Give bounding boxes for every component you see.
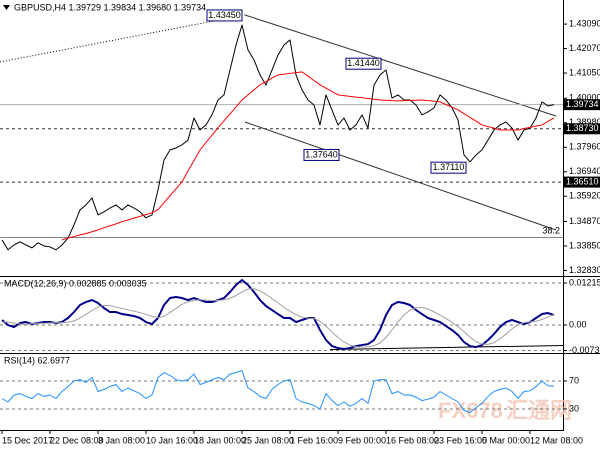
panel-title: GBPUSD,H4 1.39729 1.39834 1.39680 1.3973… [14, 2, 206, 12]
series-line [1, 370, 555, 413]
panel-title: MACD(12,26,9) 0.002885 0.003035 [4, 278, 147, 288]
level-label: 1.38730 [566, 123, 599, 133]
x-tick-label: 12 Mar 08:00 [530, 435, 583, 445]
x-tick-label: 1 Feb 16:00 [290, 435, 338, 445]
y-tick-label: 0.00 [569, 319, 587, 329]
y-tick-label: 1.43090 [569, 18, 600, 28]
channel-line [244, 121, 557, 231]
level-box [564, 123, 600, 135]
y-tick-label: 1.38980 [569, 117, 600, 127]
y-tick-label: 1.40000 [569, 93, 600, 103]
trend-line [0, 14, 246, 63]
y-tick-label: 0.012154 [569, 277, 600, 287]
x-tick-label: 23 Feb 16:00 [434, 435, 487, 445]
channel-line [244, 14, 557, 117]
y-tick-label: 1.32830 [569, 265, 600, 275]
price-annotation: 1.37110 [433, 162, 465, 172]
watermark: FX678 [438, 398, 503, 423]
y-tick-label: 70 [569, 375, 579, 385]
x-tick-label: 3 Jan 08:00 [98, 435, 145, 445]
watermark: 汇通网 [506, 398, 572, 423]
price-annotation: 1.43450 [208, 10, 241, 20]
x-tick-label: 9 Feb 00:00 [338, 435, 386, 445]
price-annotation-box [430, 161, 467, 174]
series-line [61, 71, 555, 241]
level-label: 1.36510 [566, 176, 599, 186]
x-tick-label: 22 Dec 08:00 [50, 435, 104, 445]
panel-title: RSI(14) 62.6977 [4, 355, 70, 365]
level-box [564, 176, 600, 188]
price-annotation-box [345, 57, 382, 70]
x-tick-label: 18 Jan 00:00 [194, 435, 246, 445]
y-tick-label: 1.35920 [569, 191, 600, 201]
x-tick-label: 15 Dec 2017 [2, 435, 53, 445]
series-line [2, 288, 555, 348]
x-tick-label: 25 Jan 08:00 [242, 435, 294, 445]
price-annotation: 1.41440 [347, 58, 380, 68]
y-tick-label: 1.34870 [569, 216, 600, 226]
x-tick-label: 5 Mar 00:00 [482, 435, 530, 445]
y-tick-label: 1.42070 [569, 43, 600, 53]
x-tick-label: 16 Feb 08:00 [386, 435, 439, 445]
y-tick-label: 1.37960 [569, 142, 600, 152]
series-line [1, 279, 555, 351]
last-price-label: 1.39734 [566, 99, 599, 109]
y-tick-label: 1.41050 [569, 67, 600, 77]
title-icon [3, 5, 10, 10]
price-annotation: 1.37640 [305, 149, 338, 159]
x-tick-label: 10 Jan 16:00 [146, 435, 198, 445]
y-tick-label: 30 [569, 403, 579, 413]
y-tick-label: 1.33850 [569, 240, 600, 250]
last-price-box [564, 99, 600, 111]
series-line [1, 24, 555, 251]
macd-trend-line [329, 345, 564, 350]
price-annotation-box [303, 148, 340, 161]
fib-label: 38.2 [542, 225, 560, 235]
y-tick-label: -0.007384 [569, 345, 600, 355]
price-annotation-box [206, 9, 243, 22]
y-tick-label: 1.36940 [569, 166, 600, 176]
